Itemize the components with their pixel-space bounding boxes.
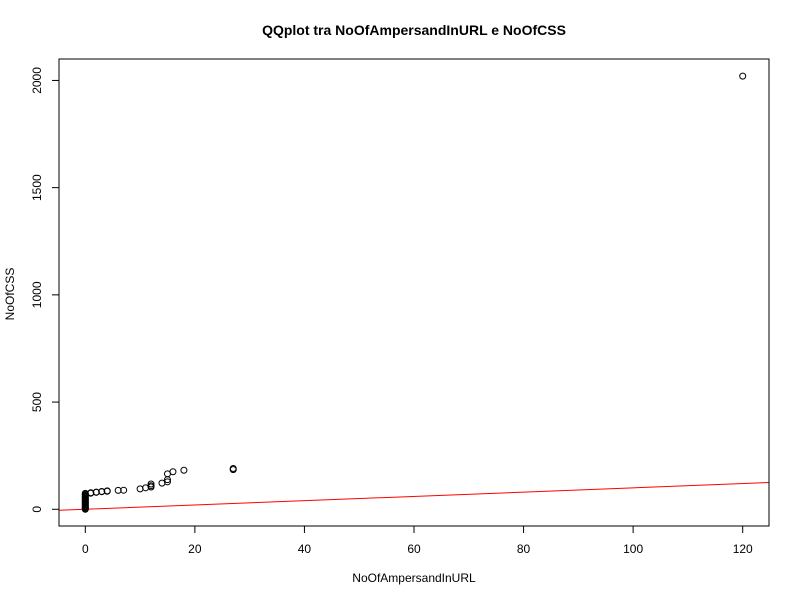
reference-line: [58, 482, 770, 511]
y-axis: 0 500 1000 1500 2000: [30, 67, 60, 513]
x-tick-label: 80: [517, 542, 531, 556]
data-point: [147, 480, 155, 488]
y-tick-label: 2000: [30, 67, 44, 94]
data-point: [169, 468, 177, 476]
x-tick-label: 100: [623, 542, 643, 556]
data-point: [180, 466, 188, 474]
x-tick-label: 60: [407, 542, 421, 556]
data-point: [114, 486, 122, 494]
chart-title: QQplot tra NoOfAmpersandInURL e NoOfCSS: [262, 22, 566, 38]
data-point: [103, 487, 111, 495]
data-point: [229, 465, 237, 473]
x-axis: 0 20 40 60 80 100 120: [82, 525, 753, 556]
data-point: [739, 72, 747, 80]
plot-frame: [58, 58, 770, 527]
data-point: [163, 478, 171, 486]
x-tick-label: 20: [188, 542, 202, 556]
data-points: [81, 72, 747, 513]
x-axis-label: NoOfAmpersandInURL: [352, 571, 476, 585]
y-tick-label: 0: [30, 506, 44, 513]
y-tick-label: 1000: [30, 281, 44, 308]
x-tick-label: 120: [733, 542, 753, 556]
data-point: [120, 486, 128, 494]
reference-line-group: [58, 482, 770, 511]
y-axis-label: NoOfCSS: [3, 268, 17, 321]
y-tick-label: 500: [30, 392, 44, 412]
x-tick-label: 0: [82, 542, 89, 556]
y-tick-label: 1500: [30, 174, 44, 201]
x-tick-label: 40: [298, 542, 312, 556]
data-point: [136, 485, 144, 493]
